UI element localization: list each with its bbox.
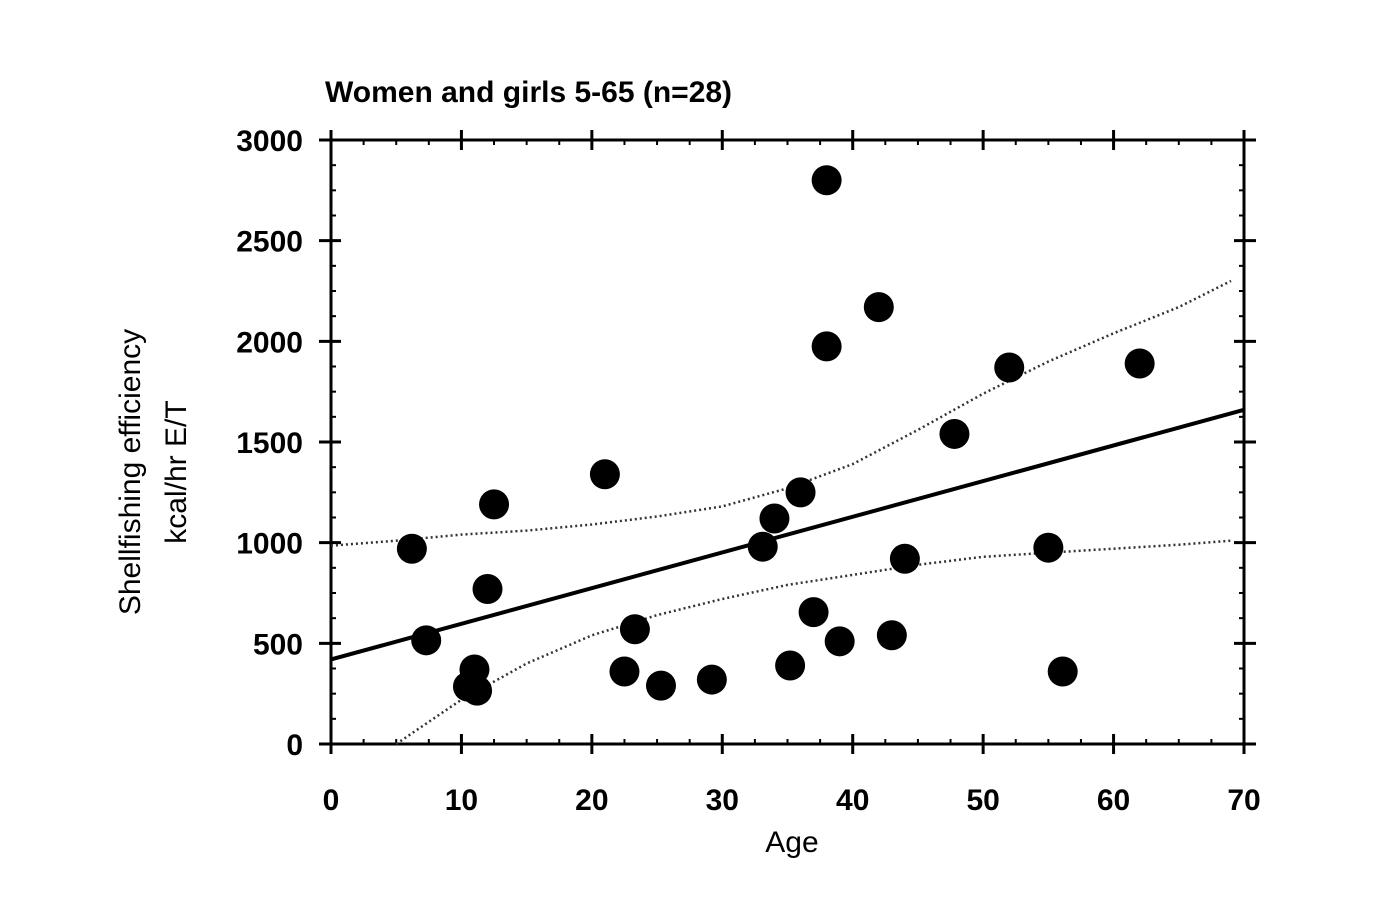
x-tick-label: 50	[966, 784, 999, 817]
regression-line-group	[330, 407, 1245, 662]
y-tick-label: 1000	[236, 528, 303, 561]
data-point	[811, 165, 842, 196]
regression-line	[330, 407, 1245, 662]
data-point	[889, 543, 920, 574]
data-point	[411, 625, 442, 656]
y-tick-label: 2500	[236, 226, 303, 259]
data-point	[1033, 532, 1064, 563]
x-axis-ticks: 0 10 20 30 40 50 60 70	[323, 130, 1261, 817]
chart-title: Women and girls 5-65 (n=28)	[325, 76, 732, 109]
x-tick-label: 70	[1227, 784, 1260, 817]
data-point	[863, 292, 894, 323]
data-point	[798, 597, 829, 628]
data-point	[775, 650, 806, 681]
data-point	[759, 503, 790, 534]
data-point	[479, 489, 510, 520]
y-tick-label: 0	[286, 729, 303, 762]
x-tick-label: 60	[1097, 784, 1130, 817]
data-point	[589, 459, 620, 490]
data-points	[396, 165, 1155, 706]
data-point	[994, 352, 1025, 383]
data-point	[785, 477, 816, 508]
y-tick-label: 3000	[236, 125, 303, 158]
data-point	[824, 626, 855, 657]
y-axis-label-line2: kcal/hr E/T	[160, 400, 193, 543]
data-point	[696, 664, 727, 695]
y-tick-label: 2000	[236, 326, 303, 359]
x-tick-label: 20	[575, 784, 608, 817]
data-point	[1047, 656, 1078, 687]
x-tick-label: 40	[836, 784, 869, 817]
y-tick-label: 500	[253, 628, 303, 661]
y-tick-label: 1500	[236, 427, 303, 460]
data-point	[396, 533, 427, 564]
data-point	[811, 331, 842, 362]
data-point	[609, 656, 640, 687]
data-point	[1124, 348, 1155, 379]
x-tick-label: 30	[706, 784, 739, 817]
lower-confidence-line	[395, 539, 1232, 746]
x-axis-label: Age	[765, 826, 818, 859]
data-point	[619, 614, 650, 645]
data-point	[939, 418, 970, 449]
data-point	[876, 620, 907, 651]
data-point	[462, 675, 493, 706]
y-axis-label-line1: Shellfishing efficiency	[114, 329, 147, 615]
y-axis-ticks: 0 500 1000 1500 2000 2500 3000	[236, 125, 1256, 762]
data-point	[472, 573, 503, 604]
data-point	[747, 531, 778, 562]
x-tick-label: 0	[323, 784, 340, 817]
data-point	[645, 670, 676, 701]
x-tick-label: 10	[445, 784, 478, 817]
